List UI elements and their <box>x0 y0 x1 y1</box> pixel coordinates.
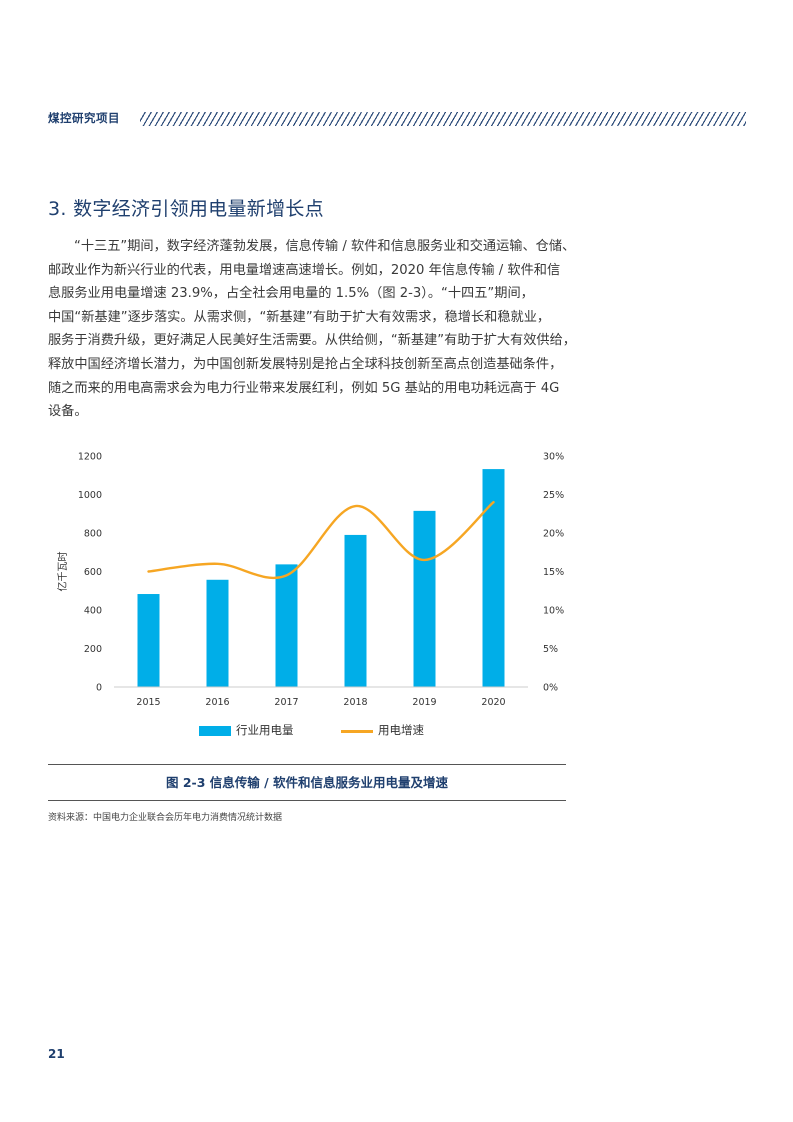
header-hatch-decoration <box>140 112 746 126</box>
bar-consumption <box>275 564 298 687</box>
paragraph-line: 设备。 <box>48 404 88 420</box>
paragraph-line: 邮政业作为新兴行业的代表，用电量增速高速增长。例如，2020 年信息传输 / 软… <box>48 262 561 278</box>
x-tick-label: 2018 <box>343 697 367 708</box>
y-tick-label: 600 <box>84 567 102 578</box>
section-title: 3. 数字经济引领用电量新增长点 <box>48 198 324 220</box>
x-tick-label: 2015 <box>136 697 160 708</box>
bar-consumption <box>206 579 229 687</box>
legend-label-growth: 用电增速 <box>378 723 424 737</box>
bar-consumption <box>137 594 160 687</box>
line-growth-rate <box>147 501 495 580</box>
y2-tick-label: 10% <box>543 606 564 617</box>
y2-tick-label: 30% <box>543 452 564 463</box>
paragraph-line: 释放中国经济增长潜力，为中国创新发展特别是抢占全球科技创新至高点创造基础条件， <box>48 356 563 372</box>
bar-consumption <box>344 534 367 687</box>
y-tick-label: 1200 <box>78 452 102 463</box>
y-tick-label: 200 <box>84 644 102 655</box>
y2-tick-label: 5% <box>543 644 558 655</box>
page-number: 21 <box>48 1047 65 1061</box>
x-tick-label: 2016 <box>205 697 229 708</box>
body-paragraph: “十三五”期间，数字经济蓬勃发展，信息传输 / 软件和信息服务业和交通运输、仓储… <box>48 235 576 424</box>
source-note: 资料来源：中国电力企业联合会历年电力消费情况统计数据 <box>48 813 283 823</box>
y2-tick-label: 15% <box>543 567 564 578</box>
y-tick-label: 800 <box>84 529 102 540</box>
paragraph-line: “十三五”期间，数字经济蓬勃发展，信息传输 / 软件和信息服务业和交通运输、仓储… <box>74 239 576 254</box>
x-tick-label: 2019 <box>412 697 436 708</box>
paragraph-line: 服务于消费升级，更好满足人民美好生活需要。从供给侧，“新基建”有助于扩大有效供给… <box>48 333 576 349</box>
legend-label-consumption: 行业用电量 <box>236 723 294 737</box>
x-tick-label: 2020 <box>481 697 505 708</box>
caption-top-rule <box>48 764 566 766</box>
paragraph-line: 中国“新基建”逐步落实。从需求侧，“新基建”有助于扩大有效需求，稳增长和稳就业， <box>48 309 551 325</box>
project-label: 煤控研究项目 <box>48 111 120 125</box>
legend-line-swatch <box>341 730 373 733</box>
y-tick-label: 1000 <box>78 490 102 501</box>
x-tick-label: 2017 <box>274 697 298 708</box>
legend-bar-swatch <box>199 726 231 736</box>
paragraph-line: 息服务业用电量增速 23.9%，占全社会用电量的 1.5%（图 2-3）。“十四… <box>48 286 534 302</box>
y-tick-label: 0 <box>96 683 102 694</box>
y2-tick-label: 20% <box>543 529 564 540</box>
y2-tick-label: 0% <box>543 683 558 694</box>
bar-consumption <box>482 469 505 687</box>
y-axis-label: 亿千瓦时 <box>56 552 69 592</box>
y2-tick-label: 25% <box>543 490 564 501</box>
figure-caption: 图 2-3 信息传输 / 软件和信息服务业用电量及增速 <box>165 775 449 790</box>
y-tick-label: 400 <box>84 606 102 617</box>
page-header: 煤控研究项目 <box>48 108 746 130</box>
caption-bottom-rule <box>48 800 566 802</box>
paragraph-line: 随之而来的用电高需求会为电力行业带来发展红利，例如 5G 基站的用电功耗远高于 … <box>48 380 560 396</box>
bar-consumption <box>413 510 436 687</box>
